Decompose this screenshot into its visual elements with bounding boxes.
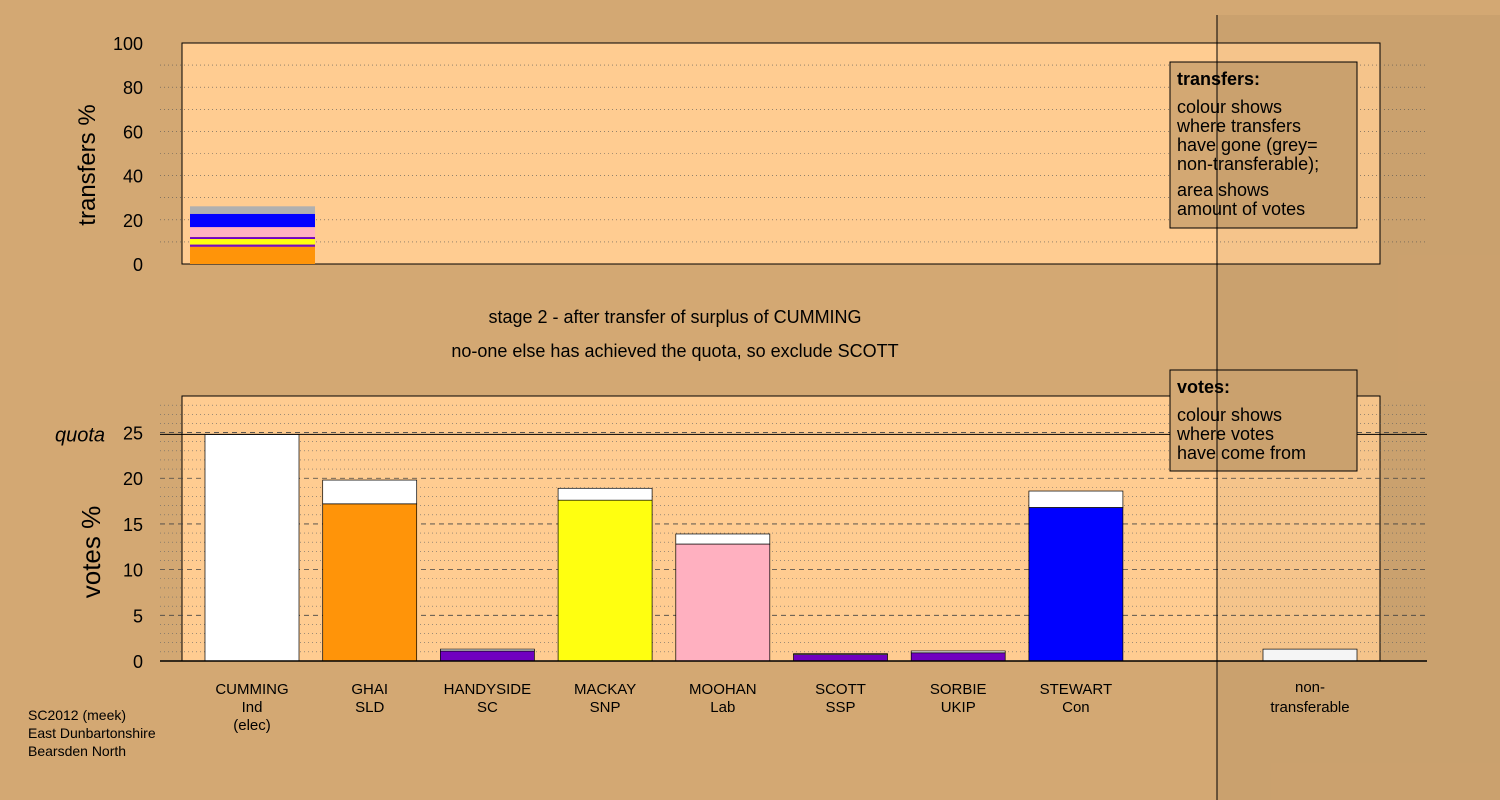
y-tick-label: 10 bbox=[123, 561, 143, 581]
x-label-candidate: SORBIE bbox=[930, 681, 987, 698]
votes-legend-box bbox=[1169, 369, 1358, 472]
transfer-segment bbox=[190, 213, 315, 228]
transfers-legend-title: transfers: bbox=[1177, 69, 1260, 89]
x-label-candidate: SCOTT bbox=[815, 681, 866, 698]
transfers-legend-line: where transfers bbox=[1176, 116, 1301, 136]
stage-heading: stage 2 - after transfer of surplus of C… bbox=[488, 307, 861, 327]
x-label-party: Lab bbox=[710, 699, 735, 716]
transfers-legend-line: non-transferable); bbox=[1177, 154, 1319, 174]
transfer-segment bbox=[190, 245, 315, 247]
transfers-y-ticks: 0 20 40 60 80 100 bbox=[113, 34, 143, 275]
bar-first-preference bbox=[675, 543, 771, 662]
x-label-candidate: MOOHAN bbox=[689, 681, 757, 698]
y-tick-label: 0 bbox=[133, 255, 143, 275]
y-tick-label: 80 bbox=[123, 78, 143, 98]
y-tick-label: 0 bbox=[133, 652, 143, 672]
quota-label: quota bbox=[55, 424, 105, 446]
y-tick-label: 15 bbox=[123, 515, 143, 535]
y-tick-label: 20 bbox=[123, 211, 143, 231]
bar-transfers-received bbox=[793, 653, 888, 655]
footer-council: East Dunbartonshire bbox=[28, 725, 156, 741]
bar-transfers-received bbox=[675, 533, 771, 545]
y-tick-label: 40 bbox=[123, 167, 143, 187]
x-label-candidate: CUMMING bbox=[215, 681, 288, 698]
bar-first-preference bbox=[204, 434, 300, 662]
x-label-party: SC bbox=[477, 699, 498, 716]
votes-bars bbox=[204, 434, 1358, 662]
transfer-segment bbox=[190, 246, 315, 264]
bar-transfers-received bbox=[322, 479, 418, 505]
bar-first-preference bbox=[440, 650, 535, 662]
votes-legend-line: colour shows bbox=[1177, 405, 1282, 425]
transfers-legend-line: have gone (grey= bbox=[1177, 135, 1318, 155]
x-label-party: SSP bbox=[825, 699, 855, 716]
x-label-candidate: GHAI bbox=[351, 681, 388, 698]
x-label-candidate: STEWART bbox=[1040, 681, 1113, 698]
x-label-status: (elec) bbox=[233, 717, 271, 734]
bar-first-preference bbox=[1028, 507, 1124, 662]
y-tick-label: 5 bbox=[133, 606, 143, 626]
bar-transfers-received bbox=[440, 648, 535, 652]
x-label-party: Ind bbox=[242, 699, 263, 716]
bar-first-preference bbox=[322, 503, 418, 662]
transfers-legend-line: colour shows bbox=[1177, 97, 1282, 117]
transfer-segment bbox=[190, 244, 315, 246]
transfers-legend-line: amount of votes bbox=[1177, 199, 1305, 219]
transfer-segment bbox=[190, 239, 315, 245]
y-tick-label: 60 bbox=[123, 122, 143, 142]
x-label-candidate: HANDYSIDE bbox=[444, 681, 532, 698]
x-label-non-transferable: transferable bbox=[1270, 699, 1349, 716]
footer-election: SC2012 (meek) bbox=[28, 707, 126, 723]
votes-legend-line: have come from bbox=[1177, 443, 1306, 463]
transfers-legend-line: area shows bbox=[1177, 180, 1269, 200]
transfer-segment bbox=[190, 206, 315, 214]
bar-first-preference bbox=[793, 654, 888, 662]
x-label-party: Con bbox=[1062, 699, 1090, 716]
bar-transfers-received bbox=[557, 487, 653, 501]
x-label-party: SLD bbox=[355, 699, 384, 716]
transfers-y-axis-label: transfers % bbox=[74, 104, 101, 225]
bar-first-preference bbox=[910, 652, 1006, 662]
x-label-candidate: MACKAY bbox=[574, 681, 636, 698]
x-label-party: UKIP bbox=[941, 699, 976, 716]
transfer-segment bbox=[190, 237, 315, 240]
bar-first-preference bbox=[557, 499, 653, 662]
bar-transfers-received bbox=[1028, 490, 1124, 508]
transfers-legend-box bbox=[1169, 61, 1358, 229]
votes-y-axis-label: votes % bbox=[76, 506, 106, 599]
transfer-segment bbox=[190, 227, 315, 238]
y-tick-label: 20 bbox=[123, 469, 143, 489]
votes-y-ticks: 0 5 10 15 20 25 bbox=[123, 424, 143, 672]
exclusion-note: no-one else has achieved the quota, so e… bbox=[451, 341, 898, 361]
transfers-legend: transfers: colour shows where transfers … bbox=[1169, 61, 1358, 229]
transfers-bars bbox=[190, 206, 315, 264]
bar-transfers-received bbox=[910, 650, 1006, 654]
x-label-party: SNP bbox=[590, 699, 621, 716]
non-transferable-region bbox=[1217, 15, 1500, 800]
x-label-non-transferable: non- bbox=[1295, 679, 1325, 696]
y-tick-label: 25 bbox=[123, 424, 143, 444]
footer-ward: Bearsden North bbox=[28, 743, 126, 759]
y-tick-label: 100 bbox=[113, 34, 143, 54]
votes-legend-line: where votes bbox=[1176, 424, 1274, 444]
